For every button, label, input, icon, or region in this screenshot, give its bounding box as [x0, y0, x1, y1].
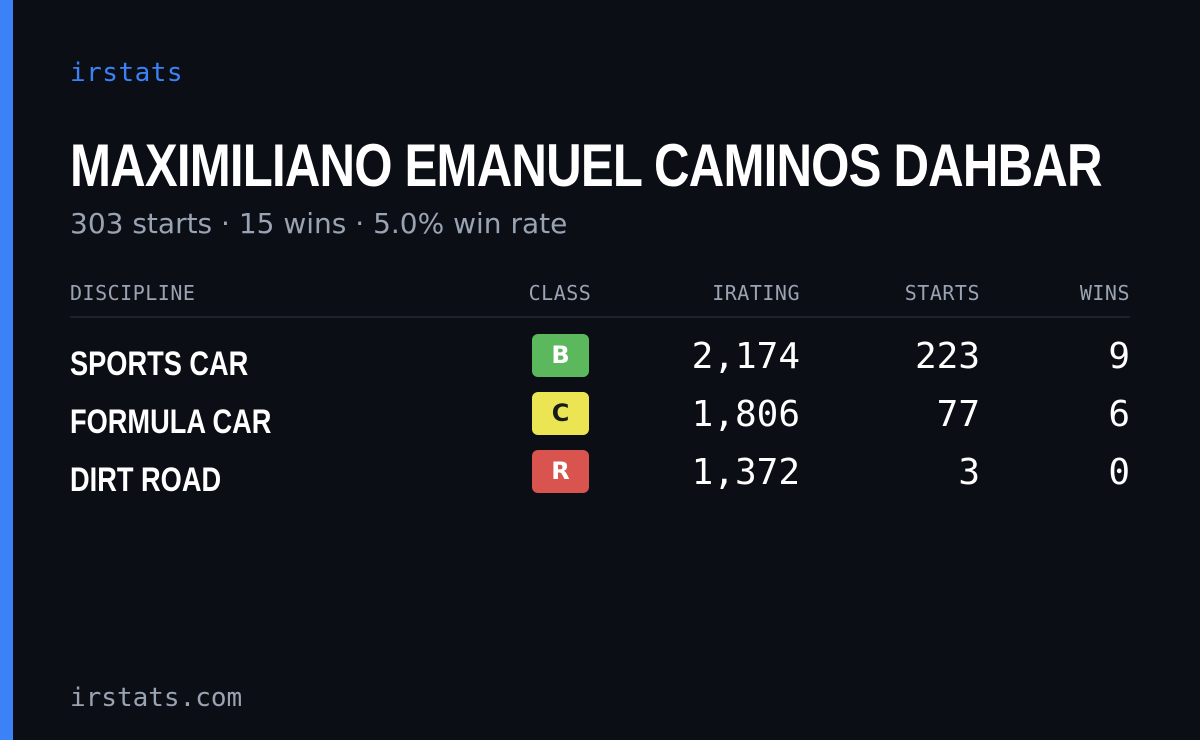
brand-logo-text: irstats [70, 58, 184, 88]
table-header: DISCIPLINE CLASS IRATING STARTS WINS [70, 280, 1130, 318]
wins-value: 6 [1108, 394, 1130, 435]
driver-name: MAXIMILIANO EMANUEL CAMINOS DAHBAR [70, 132, 1103, 199]
table-row: DIRT ROAD R 1,372 3 0 [70, 446, 1130, 504]
wins-value: 0 [1108, 452, 1130, 493]
irating-value: 1,372 [691, 452, 800, 493]
irating-value: 2,174 [691, 336, 800, 377]
class-badge: R [532, 450, 589, 493]
header-discipline: DISCIPLINE [70, 281, 196, 305]
header-class: CLASS [528, 281, 592, 305]
starts-value: 3 [958, 452, 980, 493]
header-starts: STARTS [904, 281, 980, 305]
wins-value: 9 [1108, 336, 1130, 377]
discipline-table: SPORTS CAR B 2,174 223 9 FORMULA CAR C 1… [70, 330, 1130, 504]
table-row: FORMULA CAR C 1,806 77 6 [70, 388, 1130, 446]
discipline-name: FORMULA CAR [70, 403, 272, 441]
header-wins: WINS [1079, 281, 1130, 305]
discipline-name: SPORTS CAR [70, 345, 249, 383]
discipline-name: DIRT ROAD [70, 461, 222, 499]
class-badge: C [532, 392, 589, 435]
footer-site-url: irstats.com [70, 683, 243, 713]
irating-value: 1,806 [691, 394, 800, 435]
table-row: SPORTS CAR B 2,174 223 9 [70, 330, 1130, 388]
header-irating: IRATING [712, 281, 800, 305]
class-badge: B [532, 334, 589, 377]
starts-value: 77 [936, 394, 980, 435]
accent-bar [0, 0, 13, 740]
starts-value: 223 [914, 336, 980, 377]
driver-summary: 303 starts · 15 wins · 5.0% win rate [70, 207, 568, 240]
